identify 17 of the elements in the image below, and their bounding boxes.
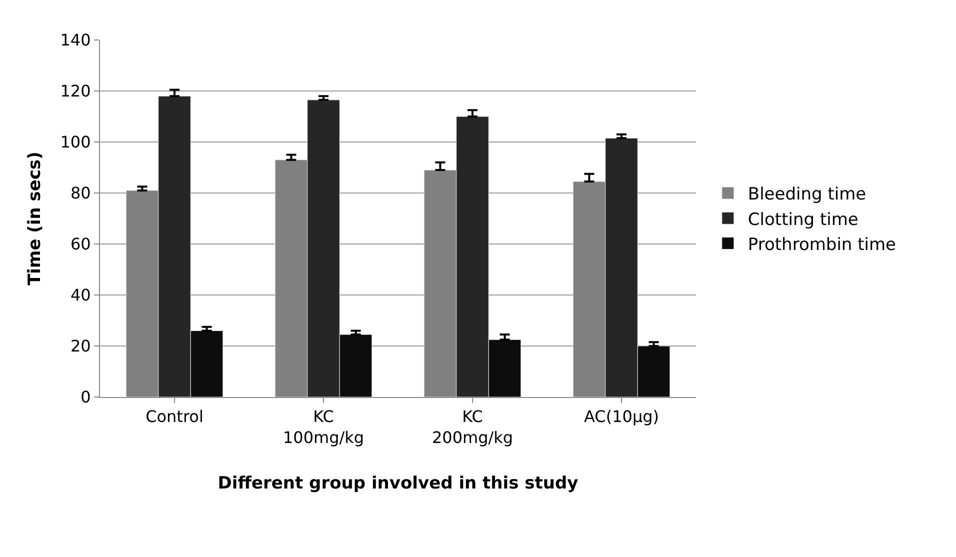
y-tick-label: 20 [70,336,91,356]
y-tick-label: 80 [70,184,91,203]
x-tick-label: Control [146,407,204,426]
y-axis-title: Time (in secs) [24,152,45,286]
y-tick-label: 60 [70,234,91,254]
y-tick-label: 120 [60,82,91,101]
legend-label: Clotting time [748,210,858,230]
x-tick-label: KC 100mg/kg [282,407,364,447]
y-tick-label: 140 [60,30,91,50]
y-tick-label: 40 [70,286,91,305]
x-tick-label: AC(10µg) [584,407,660,426]
legend-label: Prothrombin time [748,234,896,255]
legend-label: Bleeding time [748,184,866,205]
y-tick-label: 0 [80,388,91,407]
x-tick-label: KC 200mg/kg [432,407,514,447]
y-tick-label: 100 [60,132,91,152]
x-axis-title: Different group involved in this study [218,473,578,494]
